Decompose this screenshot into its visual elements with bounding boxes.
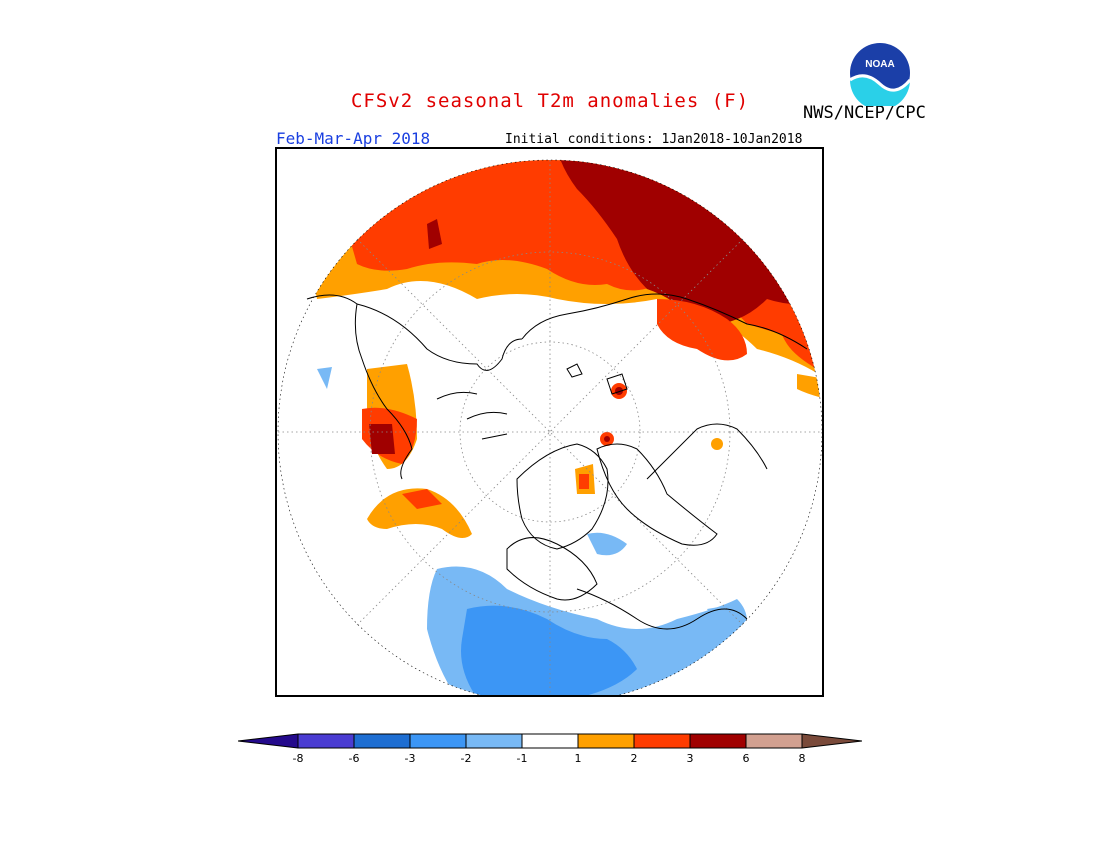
colorbar-swatch-p2-p3: [634, 734, 690, 748]
colorbar-tick-label: 8: [798, 752, 806, 765]
colorbar-tick-label: 2: [630, 752, 638, 765]
anomaly-region-canada-west-orange: [367, 488, 472, 538]
agency-label: NWS/NCEP/CPC: [803, 103, 926, 123]
noaa-logo: NOAA: [848, 41, 912, 106]
colorbar-tick-label: -8: [292, 752, 304, 765]
graticule: [278, 160, 822, 695]
colorbar-swatch-lt-minus8: [238, 734, 298, 748]
anomaly-region-east-asia-red: [657, 299, 747, 361]
polar-map-frame: [275, 147, 824, 697]
colorbar-swatch-m1-p1: [522, 734, 578, 748]
colorbar-tick-label: 1: [574, 752, 582, 765]
colorbar-swatch-p1-p2: [578, 734, 634, 748]
colorbar-swatch-p3-p6: [690, 734, 746, 748]
colorbar-tick-label: -2: [460, 752, 472, 765]
colorbar-tick-label: -6: [348, 752, 360, 765]
colorbar: [238, 733, 862, 749]
colorbar-swatch-gt-p8: [802, 734, 862, 748]
anomaly-region-alaska-darkred: [369, 424, 395, 454]
initial-conditions-label: Initial conditions: 1Jan2018-10Jan2018: [505, 132, 803, 147]
colorbar-swatch-p6-p8: [746, 734, 802, 748]
colorbar-swatch-m8-m6: [298, 734, 354, 748]
polar-anomaly-map: [277, 159, 822, 695]
colorbar-tick-label: 3: [686, 752, 694, 765]
anomaly-region-europe-midblue: [461, 605, 637, 695]
colorbar-tick-label: -1: [516, 752, 528, 765]
colorbar-tick-label: 6: [742, 752, 750, 765]
coastlines: [306, 293, 808, 630]
forecast-period-label: Feb-Mar-Apr 2018: [276, 129, 431, 148]
colorbar-swatch-m3-m2: [410, 734, 466, 748]
noaa-logo-text: NOAA: [865, 59, 894, 70]
colorbar-swatch-m2-m1: [466, 734, 522, 748]
map-title: CFSv2 seasonal T2m anomalies (F): [350, 90, 750, 112]
colorbar-swatch-m6-m3: [354, 734, 410, 748]
colorbar-tick-label: -3: [404, 752, 416, 765]
